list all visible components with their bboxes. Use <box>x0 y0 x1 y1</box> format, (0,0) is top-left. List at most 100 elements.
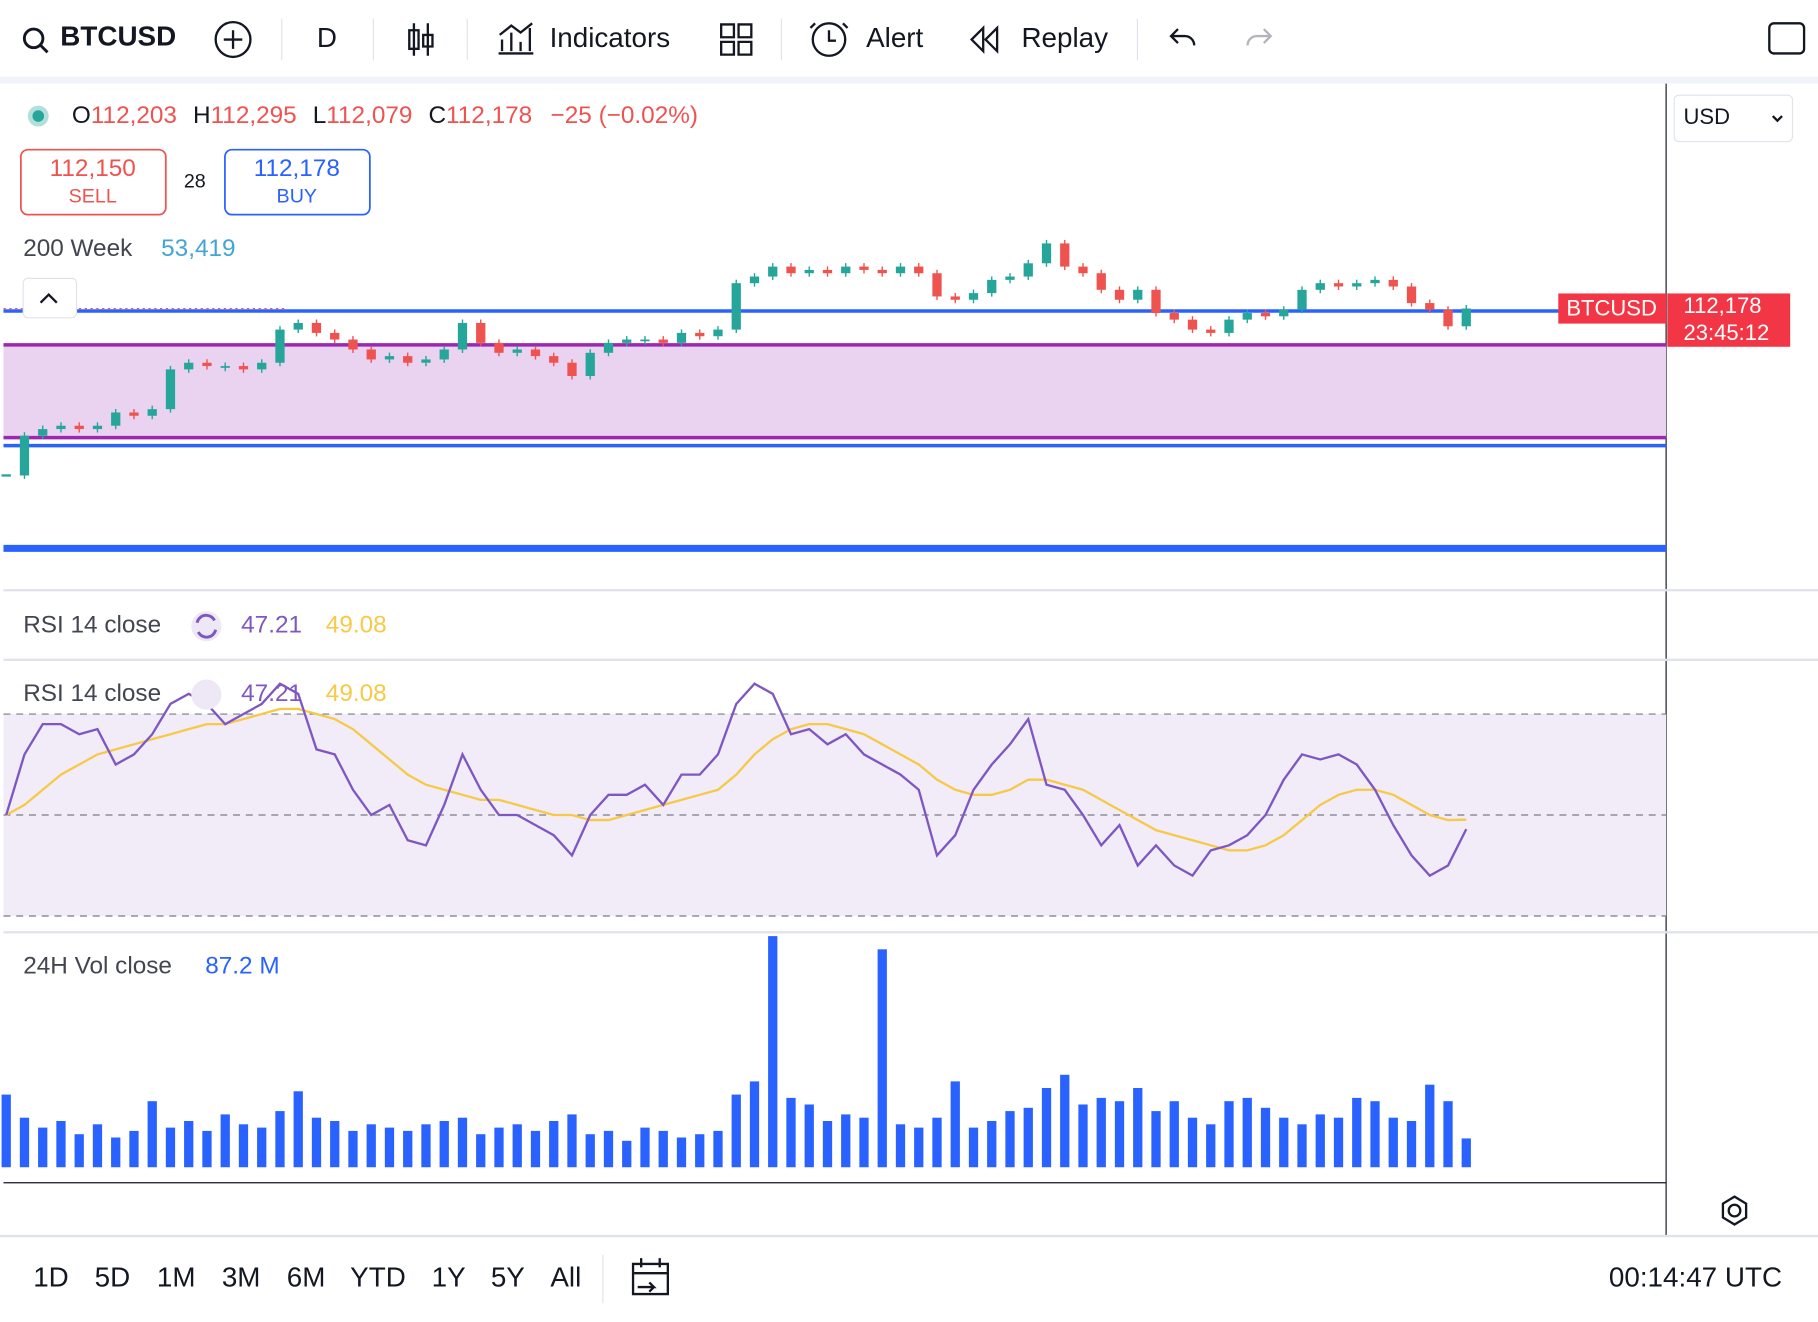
undo-button[interactable] <box>1169 28 1196 46</box>
add-symbol-icon <box>223 30 243 49</box>
l-label: L <box>313 103 327 130</box>
candle <box>147 409 157 416</box>
toolbar: BTCUSD D Indicators Alert Replay <box>22 18 1806 61</box>
range-button[interactable]: 1D <box>33 1261 69 1292</box>
volume-bar <box>1279 1117 1289 1168</box>
alert-button[interactable]: Alert <box>866 22 923 53</box>
volume-bar <box>476 1134 486 1168</box>
volume-bar <box>786 1097 796 1168</box>
volume-bar <box>1260 1107 1271 1168</box>
volume-bar <box>676 1137 687 1168</box>
volume-bar <box>1388 1117 1398 1168</box>
range-button[interactable]: 5Y <box>491 1261 525 1292</box>
volume-bar <box>749 1081 760 1168</box>
collapse-icon <box>39 292 58 304</box>
range-button[interactable]: 5D <box>95 1261 131 1292</box>
range-button[interactable]: All <box>550 1261 581 1292</box>
rsi-icon <box>195 613 218 639</box>
ma-value: 53,419 <box>161 235 235 262</box>
range-button[interactable]: 1Y <box>432 1261 466 1292</box>
volume-pane: 24H Vol close 87.2 M <box>1 936 1471 1168</box>
candle <box>1406 286 1417 304</box>
volume-bar <box>1 1094 11 1168</box>
candle <box>1096 273 1106 290</box>
search-icon[interactable] <box>22 27 45 50</box>
zone <box>3 344 1667 438</box>
candle <box>74 425 84 430</box>
layouts-icon[interactable] <box>720 23 753 56</box>
dropdown-icon <box>1771 115 1783 123</box>
low: 112,079 <box>326 103 412 130</box>
candle <box>1133 289 1143 300</box>
h-label: H <box>193 103 211 130</box>
range-button[interactable]: YTD <box>350 1261 406 1292</box>
candle <box>713 329 723 337</box>
candle <box>658 339 668 343</box>
rsi-value: 47.21 <box>241 680 302 707</box>
volume-bar <box>330 1121 340 1168</box>
symbol[interactable]: BTCUSD <box>60 21 176 52</box>
candle <box>1206 329 1216 333</box>
goto-date[interactable] <box>631 1258 669 1296</box>
replay-button[interactable]: Replay <box>1021 22 1108 53</box>
clock: 00:14:47 UTC <box>1609 1261 1782 1292</box>
indicators-button[interactable]: Indicators <box>550 22 671 53</box>
candle <box>676 332 687 343</box>
candle <box>749 276 760 284</box>
candle <box>1023 263 1033 277</box>
volume-bar <box>1187 1117 1198 1168</box>
candle <box>786 266 796 274</box>
rsi-ma-value: 49.08 <box>326 680 387 707</box>
volume-bar <box>494 1127 504 1168</box>
volume-bar <box>111 1137 121 1168</box>
indicators-icon[interactable] <box>498 22 534 55</box>
volume-bar <box>1425 1084 1435 1168</box>
range-button[interactable]: 3M <box>222 1261 261 1292</box>
add-symbol[interactable] <box>214 20 252 59</box>
collapse-legend[interactable] <box>22 277 78 319</box>
range-button[interactable]: 1M <box>157 1261 196 1292</box>
volume-bar <box>1297 1124 1307 1168</box>
volume-bar <box>512 1124 522 1168</box>
volume-bar <box>640 1127 650 1168</box>
close: 112,178 <box>446 103 532 130</box>
replay-icon[interactable] <box>969 25 999 54</box>
alert-icon[interactable] <box>811 22 847 57</box>
volume-bar <box>895 1124 906 1168</box>
currency-select[interactable] <box>1673 94 1794 143</box>
sell-button[interactable] <box>20 148 167 216</box>
candle <box>92 425 103 430</box>
volume-bar <box>1060 1074 1070 1168</box>
buy-button[interactable] <box>224 148 371 216</box>
candle <box>895 266 906 274</box>
candle <box>1443 309 1453 327</box>
volume-bar <box>731 1094 741 1168</box>
volume-bar <box>713 1130 723 1168</box>
interval[interactable]: D <box>317 22 337 53</box>
candle <box>202 362 212 367</box>
candle <box>1041 243 1052 264</box>
volume-bar <box>366 1124 376 1168</box>
candle <box>330 332 340 340</box>
settings-icon[interactable] <box>1727 1203 1742 1218</box>
candle <box>457 322 468 350</box>
fullscreen-button[interactable] <box>1768 22 1806 55</box>
o-label: O <box>72 103 91 130</box>
chart-type-icon[interactable] <box>408 23 434 56</box>
redo-button[interactable] <box>1246 28 1273 46</box>
status-dot <box>32 110 45 122</box>
footer: 00:14:47 UTC 1D 5D 1M 3M 6M YTD 1Y 5Y All <box>33 1195 1782 1304</box>
candle <box>1315 283 1325 290</box>
buy-label: BUY <box>277 185 318 207</box>
range-button[interactable]: 6M <box>287 1261 326 1292</box>
volume-bar <box>275 1111 285 1168</box>
volume-bar <box>1041 1087 1052 1168</box>
c-label: C <box>428 103 446 130</box>
volume-bar <box>877 949 887 1168</box>
volume-bar <box>987 1121 997 1168</box>
volume-bar <box>165 1127 176 1168</box>
volume-bar <box>421 1124 431 1168</box>
price-tag-price: 112,178 <box>1684 293 1762 318</box>
